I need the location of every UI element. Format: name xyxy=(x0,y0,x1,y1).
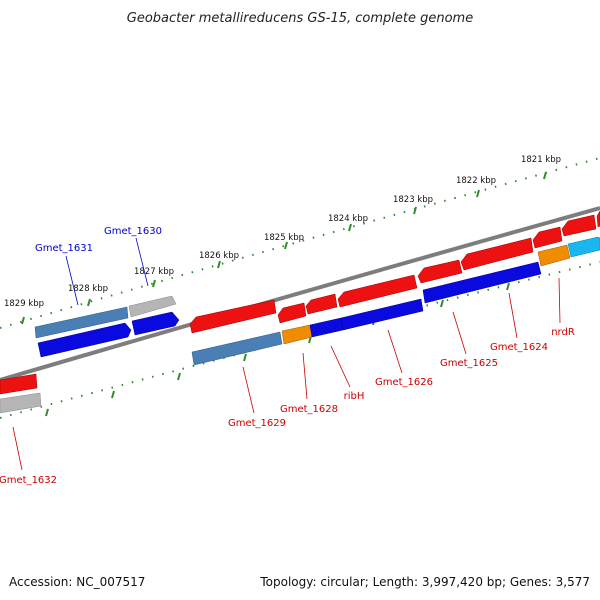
gene-label[interactable]: nrdR xyxy=(551,327,575,338)
gene-red-arrow[interactable] xyxy=(417,259,463,284)
accession-text: Accession: NC_007517 xyxy=(9,575,145,589)
tick-label: 1825 kbp xyxy=(264,233,304,243)
tick-mark xyxy=(440,299,444,308)
gene-red-arrow[interactable] xyxy=(337,274,418,308)
gene-gmet-1626-block[interactable] xyxy=(340,298,424,331)
tick-label: 1828 kbp xyxy=(68,284,108,294)
gene-left-blue-arrow[interactable] xyxy=(131,311,180,336)
tick-mark xyxy=(476,189,480,198)
tick-mark xyxy=(21,316,25,325)
gene-gmet-1632-gray-fragment[interactable] xyxy=(0,392,42,414)
tick-mark xyxy=(243,353,247,362)
genome-backbone xyxy=(0,206,600,382)
tick-mark xyxy=(152,279,156,288)
gene-label[interactable]: Gmet_1626 xyxy=(375,377,433,388)
gene-gmet-1631-block[interactable] xyxy=(34,306,129,339)
gene-gmet-1629-block[interactable] xyxy=(191,331,283,366)
tick-mark xyxy=(217,260,221,269)
gene-label[interactable]: Gmet_1630 xyxy=(104,226,162,237)
gene-label[interactable]: Gmet_1631 xyxy=(35,243,93,254)
leader-line xyxy=(452,311,467,355)
tick-mark xyxy=(413,206,417,215)
map-title: Geobacter metallireducens GS-15, complet… xyxy=(127,11,473,26)
outer-scale: 1821 kbp 1822 kbp 1823 kbp 1824 kbp 1825… xyxy=(0,155,600,329)
tick-label: 1823 kbp xyxy=(393,195,433,205)
leader-line xyxy=(302,352,308,400)
gene-left-blue-arrow[interactable] xyxy=(37,322,132,358)
tick-mark xyxy=(543,171,547,180)
outer-dotted-track xyxy=(0,157,600,329)
leader-lines xyxy=(12,237,561,471)
gene-labels: Gmet_1631 Gmet_1630 Gmet_1632 Gmet_1629 … xyxy=(0,226,575,486)
gene-red-arrow[interactable] xyxy=(277,302,307,324)
gene-label[interactable]: Gmet_1628 xyxy=(280,404,338,415)
leader-line xyxy=(330,345,351,388)
gene-red-arrow[interactable] xyxy=(305,293,338,315)
gene-cyan-block[interactable] xyxy=(567,236,600,258)
gene-group-lower-track xyxy=(191,236,600,366)
gene-group-left xyxy=(34,295,180,358)
tick-mark xyxy=(348,223,352,232)
gene-red-arrow[interactable] xyxy=(532,226,563,249)
gene-gmet-1632-red-fragment[interactable] xyxy=(0,373,38,395)
gene-red-arrow[interactable] xyxy=(189,299,277,334)
tick-label: 1826 kbp xyxy=(199,251,239,261)
gene-red-arrow[interactable] xyxy=(561,214,597,237)
gene-label[interactable]: Gmet_1629 xyxy=(228,418,286,429)
gene-nrdr-block[interactable] xyxy=(537,244,571,267)
gene-label[interactable]: ribH xyxy=(344,391,365,402)
tick-mark xyxy=(506,282,510,291)
leader-line xyxy=(387,329,403,374)
gene-red-arrow[interactable] xyxy=(596,210,600,228)
gene-red-arrow[interactable] xyxy=(460,237,534,271)
gene-gmet-1625-block[interactable] xyxy=(422,261,542,304)
gene-gmet-1628-block[interactable] xyxy=(281,324,313,345)
leader-line xyxy=(508,292,518,339)
gene-label[interactable]: Gmet_1625 xyxy=(440,358,498,369)
tick-mark xyxy=(45,408,49,417)
tick-label: 1829 kbp xyxy=(4,299,44,309)
leader-line xyxy=(558,277,561,324)
tick-mark xyxy=(111,390,115,399)
tick-label: 1824 kbp xyxy=(328,214,368,224)
gene-group-red-arrows xyxy=(189,210,600,334)
leader-line xyxy=(242,366,255,414)
gene-gmet-1630-block[interactable] xyxy=(128,295,177,318)
tick-label: 1827 kbp xyxy=(134,267,174,277)
tick-label: 1822 kbp xyxy=(456,176,496,186)
gene-ribh-block[interactable] xyxy=(309,317,344,338)
tick-mark xyxy=(87,298,91,307)
genome-summary-text: Topology: circular; Length: 3,997,420 bp… xyxy=(259,575,590,589)
leader-line xyxy=(12,426,23,471)
gene-label[interactable]: Gmet_1624 xyxy=(490,342,548,353)
gene-group-far-left xyxy=(0,373,42,414)
tick-label: 1821 kbp xyxy=(521,155,561,165)
gene-label[interactable]: Gmet_1632 xyxy=(0,475,57,486)
leader-line xyxy=(65,255,79,306)
tick-mark xyxy=(284,241,288,250)
tick-mark xyxy=(177,372,181,381)
leader-line xyxy=(135,237,149,287)
